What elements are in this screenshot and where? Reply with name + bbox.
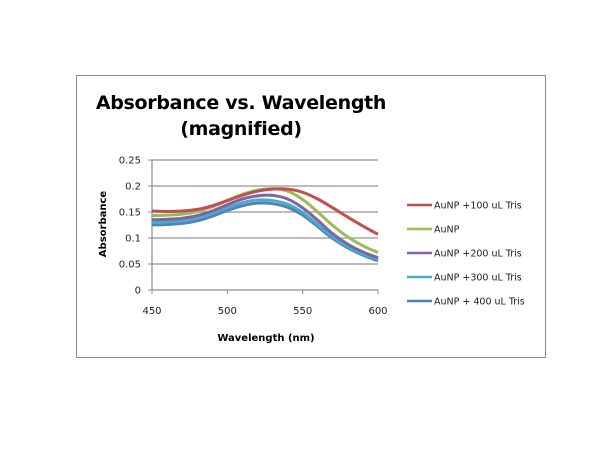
legend-item: AuNP +100 uL Tris <box>407 201 522 212</box>
chart-title: Absorbance vs. Wavelength (magnified) <box>76 90 406 142</box>
x-tick-label: 450 <box>142 306 161 317</box>
y-tick-label: 0.05 <box>119 260 141 271</box>
y-tick-label: 0.15 <box>119 208 141 219</box>
legend-label: AuNP <box>434 225 460 236</box>
legend-label: AuNP + 400 uL Tris <box>434 297 525 308</box>
chart-title-main: Absorbance vs. Wavelength <box>95 92 387 114</box>
series-lines <box>151 187 379 263</box>
chart-title-sub: (magnified) <box>180 118 302 140</box>
x-tick-label: 600 <box>368 306 387 317</box>
legend-item: AuNP +200 uL Tris <box>407 249 522 260</box>
y-tick-labels: 0 0.05 0.1 0.15 0.2 0.25 <box>119 156 141 297</box>
y-tick-label: 0.1 <box>125 234 141 245</box>
x-tick-labels: 450 500 550 600 <box>142 306 387 317</box>
legend-item: AuNP + 400 uL Tris <box>407 297 525 308</box>
legend-item: AuNP <box>407 225 460 236</box>
series-line-aunp-200-ul-tris <box>151 193 379 260</box>
legend-label: AuNP +100 uL Tris <box>434 201 522 212</box>
series-line-aunp-300-ul-tris <box>151 198 379 261</box>
legend-label: AuNP +200 uL Tris <box>434 249 522 260</box>
legend-label: AuNP +300 uL Tris <box>434 273 522 284</box>
series-line-aunp-100-ul-tris <box>151 187 379 236</box>
axes <box>148 159 379 294</box>
y-tick-label: 0.25 <box>119 156 141 167</box>
y-tick-label: 0 <box>135 286 141 297</box>
y-axis-label: Absorbance <box>98 191 109 258</box>
legend: AuNP +100 uL Tris AuNP AuNP +200 uL Tris Au… <box>407 201 525 308</box>
x-axis-label: Wavelength (nm) <box>217 333 314 344</box>
x-tick-label: 550 <box>293 306 312 317</box>
legend-item: AuNP +300 uL Tris <box>407 273 522 284</box>
y-tick-label: 0.2 <box>125 182 141 193</box>
x-tick-label: 500 <box>218 306 237 317</box>
